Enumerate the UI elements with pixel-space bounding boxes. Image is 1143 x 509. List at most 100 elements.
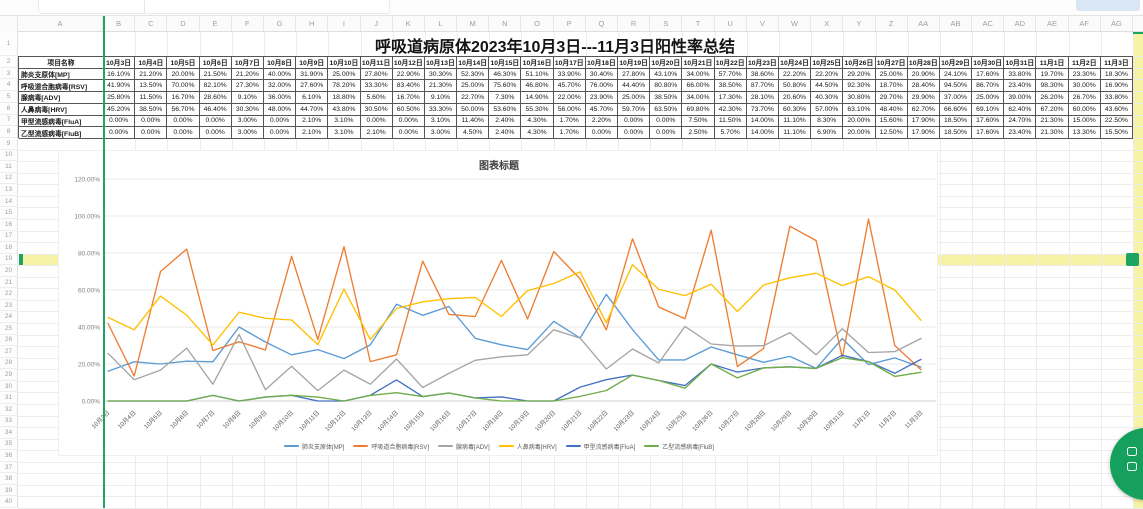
table-cell[interactable]: 62.40%: [1004, 103, 1037, 116]
column-header-U[interactable]: U: [714, 15, 747, 31]
table-cell[interactable]: 31.90%: [296, 68, 329, 81]
row-header-37[interactable]: 37: [0, 461, 18, 474]
table-cell[interactable]: 50.80%: [778, 80, 812, 93]
table-cell[interactable]: 20.00%: [843, 115, 876, 128]
table-cell[interactable]: 59.70%: [618, 103, 651, 116]
table-cell[interactable]: 28.40%: [907, 80, 940, 93]
table-cell[interactable]: 23.40%: [1004, 127, 1037, 139]
table-cell[interactable]: 94.50%: [939, 80, 973, 93]
table-cell[interactable]: 16.90%: [1100, 80, 1133, 93]
table-cell[interactable]: 13.50%: [135, 80, 168, 93]
date-header-cell[interactable]: 10月28日: [907, 57, 940, 69]
row-header-28[interactable]: 28: [0, 357, 18, 370]
column-header-T[interactable]: T: [682, 15, 715, 31]
table-cell[interactable]: 22.00%: [553, 92, 586, 104]
table-cell[interactable]: 22.20%: [811, 68, 844, 81]
table-cell[interactable]: 73.70%: [746, 103, 779, 116]
table-cell[interactable]: 17.90%: [907, 127, 940, 139]
row-header-34[interactable]: 34: [0, 427, 18, 439]
table-cell[interactable]: 2.10%: [360, 127, 393, 139]
table-cell[interactable]: 0.00%: [103, 115, 136, 128]
row-header-16[interactable]: 16: [0, 218, 18, 231]
table-cell[interactable]: 17.90%: [907, 115, 940, 128]
row-label-cell[interactable]: 甲型流感病毒[FluA]: [19, 115, 104, 128]
column-header-H[interactable]: H: [296, 15, 329, 31]
table-cell[interactable]: 30.30%: [424, 68, 458, 81]
date-header-cell[interactable]: 10月5日: [167, 57, 200, 69]
table-cell[interactable]: 70.00%: [167, 80, 200, 93]
table-cell[interactable]: 56.70%: [167, 103, 200, 116]
row-label-cell[interactable]: 腺病毒[ADV]: [19, 92, 104, 104]
column-header-R[interactable]: R: [618, 15, 651, 31]
date-header-cell[interactable]: 10月10日: [328, 57, 361, 69]
column-header-G[interactable]: G: [263, 15, 297, 31]
date-header-cell[interactable]: 10月15日: [489, 57, 522, 69]
table-cell[interactable]: 6.90%: [811, 127, 844, 139]
table-cell[interactable]: 0.00%: [263, 127, 297, 139]
table-cell[interactable]: 41.90%: [103, 80, 136, 93]
table-cell[interactable]: 3.10%: [424, 115, 458, 128]
row-header-14[interactable]: 14: [0, 195, 18, 208]
table-cell[interactable]: 66.60%: [939, 103, 973, 116]
table-cell[interactable]: 44.40%: [618, 80, 651, 93]
column-header-A[interactable]: A: [18, 15, 103, 31]
table-cell[interactable]: 25.80%: [103, 92, 136, 104]
row-header-18[interactable]: 18: [0, 242, 18, 254]
table-cell[interactable]: 63.50%: [650, 103, 683, 116]
table-cell[interactable]: 40.00%: [263, 68, 297, 81]
table-cell[interactable]: 25.00%: [972, 92, 1005, 104]
table-cell[interactable]: 48.40%: [875, 103, 908, 116]
row-header-31[interactable]: 31: [0, 392, 18, 404]
date-header-cell[interactable]: 11月1日: [1036, 57, 1069, 69]
table-cell[interactable]: 14.00%: [746, 115, 779, 128]
table-cell[interactable]: 0.00%: [650, 127, 683, 139]
table-cell[interactable]: 23.30%: [1068, 68, 1101, 81]
table-cell[interactable]: 27.30%: [231, 80, 264, 93]
table-cell[interactable]: 6.10%: [296, 92, 329, 104]
table-cell[interactable]: 3.00%: [424, 127, 458, 139]
toolbar-button[interactable]: [1076, 0, 1140, 11]
table-cell[interactable]: 8.30%: [811, 115, 844, 128]
table-cell[interactable]: 16.70%: [167, 92, 200, 104]
table-cell[interactable]: 44.50%: [811, 80, 844, 93]
table-cell[interactable]: 62.70%: [907, 103, 940, 116]
row-header-1[interactable]: 1: [0, 31, 18, 56]
table-cell[interactable]: 17.30%: [714, 92, 747, 104]
table-cell[interactable]: 34.00%: [682, 92, 715, 104]
date-header-cell[interactable]: 10月30日: [972, 57, 1005, 69]
row-header-29[interactable]: 29: [0, 369, 18, 381]
row-label-cell[interactable]: 人鼻病毒[HRV]: [19, 103, 104, 116]
column-header-K[interactable]: K: [392, 15, 425, 31]
table-cell[interactable]: 67.20%: [1036, 103, 1069, 116]
table-cell[interactable]: 11.10%: [778, 115, 812, 128]
table-cell[interactable]: 36.00%: [263, 92, 297, 104]
table-cell[interactable]: 0.00%: [392, 127, 425, 139]
table-cell[interactable]: 21.30%: [1036, 115, 1069, 128]
table-cell[interactable]: 43.60%: [1100, 103, 1133, 116]
table-cell[interactable]: 38.50%: [650, 92, 683, 104]
table-cell[interactable]: 14.90%: [521, 92, 554, 104]
table-cell[interactable]: 78.20%: [328, 80, 361, 93]
column-header-S[interactable]: S: [650, 15, 683, 31]
date-header-cell[interactable]: 10月26日: [843, 57, 876, 69]
table-cell[interactable]: 18.80%: [328, 92, 361, 104]
table-cell[interactable]: 20.60%: [778, 92, 812, 104]
table-cell[interactable]: 3.10%: [328, 127, 361, 139]
table-cell[interactable]: 9.10%: [424, 92, 458, 104]
column-header-F[interactable]: F: [231, 15, 264, 31]
table-cell[interactable]: 2.20%: [585, 115, 618, 128]
table-cell[interactable]: 98.30%: [1036, 80, 1069, 93]
table-cell[interactable]: 30.00%: [1068, 80, 1101, 93]
table-cell[interactable]: 2.50%: [682, 127, 715, 139]
date-header-cell[interactable]: 11月2日: [1068, 57, 1101, 69]
row-header-21[interactable]: 21: [0, 276, 18, 289]
date-header-cell[interactable]: 10月14日: [457, 57, 490, 69]
selection-fill-handle[interactable]: [1126, 252, 1139, 266]
row-header-6[interactable]: 6: [0, 102, 18, 115]
date-header-cell[interactable]: 10月27日: [875, 57, 908, 69]
table-cell[interactable]: 2.10%: [296, 127, 329, 139]
row-label-cell[interactable]: 呼吸道合胞病毒[RSV]: [19, 80, 104, 93]
date-header-cell[interactable]: 10月9日: [296, 57, 329, 69]
date-header-cell[interactable]: 10月18日: [585, 57, 618, 69]
date-header-cell[interactable]: 10月19日: [618, 57, 651, 69]
